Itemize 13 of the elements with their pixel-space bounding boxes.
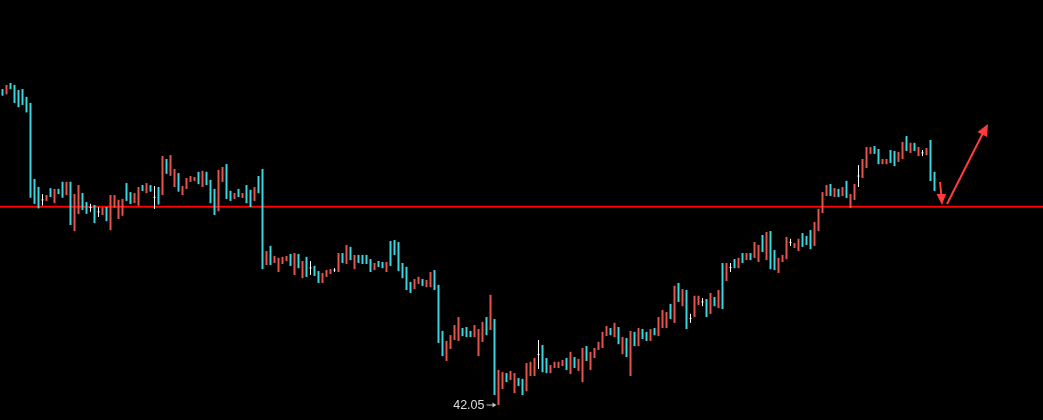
candlestick (169, 154, 172, 177)
candlestick (309, 260, 312, 276)
candlestick (537, 339, 540, 370)
candlestick (97, 206, 100, 218)
candlestick (41, 193, 44, 207)
candlestick (293, 252, 296, 276)
candlestick (857, 164, 860, 188)
candlestick (137, 186, 140, 207)
candlestick (177, 172, 180, 193)
candlestick (457, 316, 460, 342)
candlestick (813, 221, 816, 247)
candlestick (153, 185, 156, 210)
annotation: 42.05 (453, 398, 485, 412)
